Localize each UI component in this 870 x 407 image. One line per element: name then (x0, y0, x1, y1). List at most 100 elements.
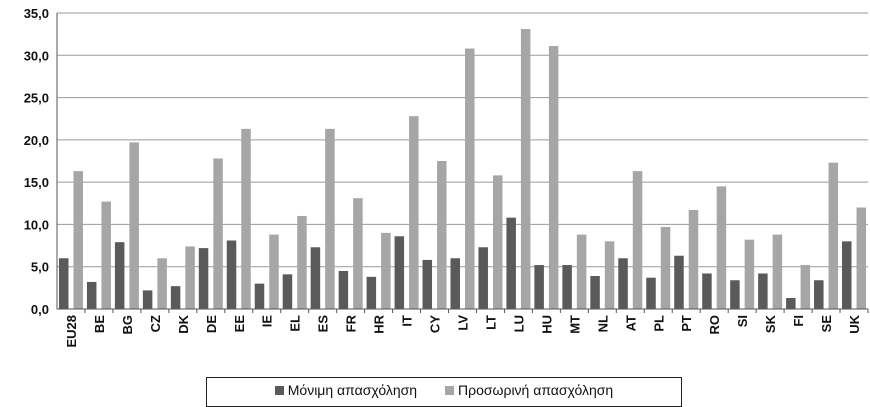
bar-temporary-lv (465, 48, 475, 310)
bar-temporary-cz (157, 258, 167, 309)
x-tick-label: MT (567, 315, 582, 334)
bar-permanent-lu (506, 217, 516, 309)
bar-permanent-es (310, 247, 321, 309)
bar-permanent-de (198, 248, 209, 309)
x-tick-label: LV (456, 315, 471, 331)
x-tick-label: NL (595, 315, 610, 332)
bar-temporary-lt (492, 175, 503, 309)
x-tick-label: AT (623, 315, 638, 331)
bar-temporary-el (297, 215, 307, 309)
bar-temporary-si (744, 239, 755, 309)
bar-temporary-ro (716, 186, 727, 309)
bar-temporary-bg (129, 142, 139, 309)
x-tick-label: UK (847, 314, 862, 333)
bar-temporary-sk (772, 234, 783, 309)
bar-temporary-hu (548, 45, 559, 310)
bar-temporary-se (828, 162, 839, 309)
x-tick-labels: EU28 BE BG CZ DK DE EE IE EL ES FR HR IT CY LV LT LU HU MT… (64, 314, 862, 347)
legend-label-temporary: Προσωρινή απασχόληση (458, 382, 614, 398)
x-tick-label: RO (707, 315, 722, 335)
bar-temporary-fi (800, 265, 811, 309)
bar-temporary-cy (437, 161, 447, 309)
x-tick-label: HR (372, 314, 387, 333)
x-tick-label: DK (176, 314, 191, 333)
bar-permanent-at (618, 258, 628, 309)
bar-permanent-se (814, 280, 824, 309)
bar-temporary-nl (604, 241, 615, 309)
x-tick-label: ES (316, 315, 331, 333)
y-tick-label: 25,0 (24, 91, 49, 106)
axes (56, 13, 869, 313)
bar-temporary-it (409, 116, 419, 309)
bar-temporary-be (101, 201, 111, 309)
bar-permanent-lt (478, 247, 488, 309)
legend-item-permanent: Μόνιμη απασχόληση (274, 382, 418, 398)
x-tick-label: FI (791, 315, 806, 327)
x-tick-label: EE (232, 315, 247, 333)
bar-temporary-es (325, 128, 335, 309)
bar-permanent-cy (422, 259, 433, 309)
bar-permanent-si (730, 280, 740, 309)
bar-permanent-sk (758, 273, 768, 309)
y-tick-label: 20,0 (24, 133, 49, 148)
x-tick-label: DE (204, 315, 219, 333)
bar-permanent-el (282, 274, 293, 309)
y-tick-label: 35,0 (24, 6, 49, 21)
bar-permanent-fi (786, 298, 796, 309)
bar-permanent-dk (170, 286, 181, 309)
bar-chart: 0,0 5,0 10,0 15,0 20,0 25,0 30,0 35,0 EU28 BE BG C… (24, 6, 869, 348)
bar-permanent-pt (674, 255, 684, 309)
bar-temporary-fr (353, 198, 363, 309)
x-tick-label: FR (344, 314, 359, 332)
bar-permanent-pl (646, 277, 656, 309)
y-tick-label: 10,0 (24, 217, 49, 232)
x-tick-label: CZ (148, 315, 163, 332)
bar-temporary-dk (185, 246, 195, 309)
x-tick-label: BE (92, 315, 107, 333)
x-tick-label: BG (120, 315, 135, 335)
x-tick-label: IT (400, 315, 415, 327)
bar-permanent-eu28 (58, 258, 69, 309)
bar-permanent-it (394, 236, 405, 309)
bar-temporary-mt (576, 234, 587, 309)
bar-permanent-nl (590, 276, 600, 309)
x-tick-label: HU (539, 315, 554, 334)
legend-swatch-temporary (445, 385, 455, 395)
bar-permanent-uk (842, 241, 852, 309)
bar-temporary-de (213, 158, 223, 309)
bar-temporary-ee (241, 128, 251, 309)
bar-temporary-pt (688, 210, 699, 309)
x-tick-label: SI (735, 315, 750, 327)
bar-permanent-ie (254, 283, 265, 309)
bars (58, 29, 867, 310)
y-tick-label: 15,0 (24, 175, 49, 190)
bar-permanent-ee (226, 240, 237, 309)
bar-permanent-be (86, 281, 97, 309)
legend-swatch-permanent (274, 385, 284, 395)
bar-temporary-at (632, 171, 643, 309)
x-tick-label: LU (511, 315, 526, 332)
bar-permanent-hr (366, 276, 377, 309)
bar-permanent-hu (534, 265, 544, 309)
bar-temporary-lu (520, 29, 531, 309)
legend-item-temporary: Προσωρινή απασχόληση (445, 382, 613, 398)
bar-temporary-ie (269, 234, 279, 309)
bar-temporary-uk (856, 207, 867, 309)
legend-label-permanent: Μόνιμη απασχόληση (287, 382, 418, 398)
x-tick-label: IE (260, 315, 275, 328)
bar-permanent-bg (114, 242, 125, 309)
x-tick-label: PL (651, 315, 666, 332)
y-tick-label: 30,0 (24, 48, 49, 63)
bar-temporary-pl (660, 226, 671, 309)
y-tick-label: 5,0 (31, 260, 49, 275)
x-tick-label: PT (679, 315, 694, 332)
bar-temporary-hr (381, 232, 391, 309)
bar-permanent-mt (562, 265, 572, 309)
x-tick-label: CY (428, 315, 443, 333)
bar-temporary-eu28 (73, 171, 83, 309)
bar-permanent-cz (142, 290, 153, 309)
gridlines (57, 12, 868, 268)
x-tick-label: EL (288, 315, 303, 332)
bar-permanent-lv (450, 258, 460, 309)
y-tick-label: 0,0 (31, 302, 49, 317)
